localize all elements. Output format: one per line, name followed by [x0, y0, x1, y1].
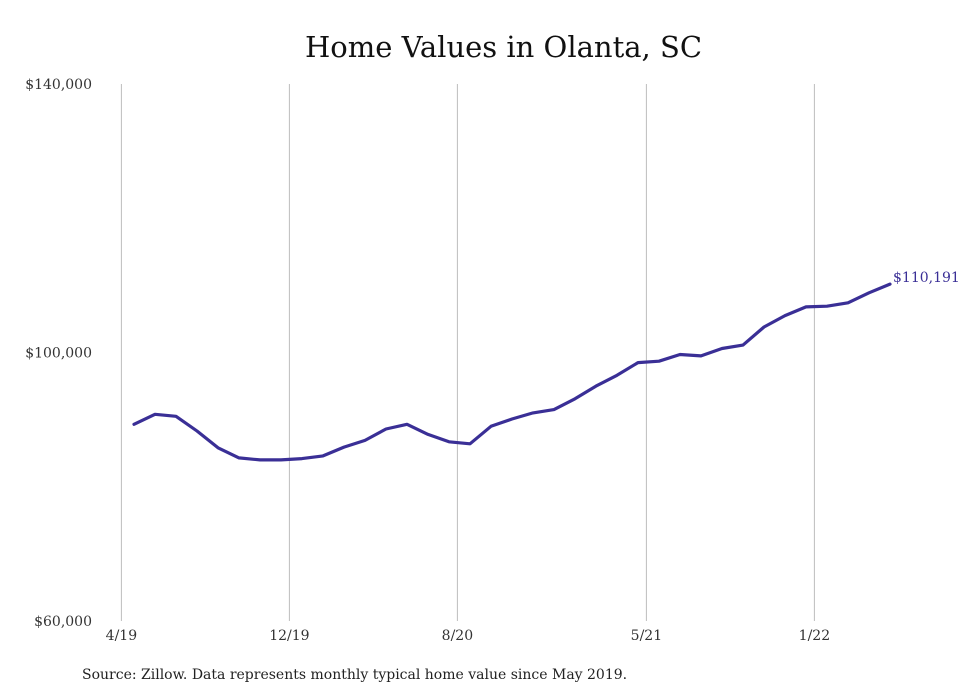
x-tick-label: 4/19	[106, 628, 137, 644]
x-tick-label: 5/21	[631, 628, 662, 644]
y-tick-label: $100,000	[25, 346, 92, 362]
y-axis-labels: $140,000 $100,000 $60,000	[25, 77, 92, 630]
y-tick-label: $140,000	[25, 77, 92, 93]
chart-title: Home Values in Olanta, SC	[304, 30, 703, 64]
series-layer: $110,191	[132, 270, 960, 462]
x-tick-label: 1/22	[799, 628, 830, 644]
y-tick-label: $60,000	[34, 614, 92, 630]
grid-lines	[120, 84, 815, 621]
series-line	[132, 282, 892, 462]
x-axis-labels: 4/19 12/19 8/20 5/21 1/22	[106, 628, 830, 644]
source-note: Source: Zillow. Data represents monthly …	[82, 667, 628, 683]
end-value-label: $110,191	[893, 270, 960, 286]
x-tick-label: 12/19	[269, 628, 309, 644]
x-tick-label: 8/20	[442, 628, 473, 644]
